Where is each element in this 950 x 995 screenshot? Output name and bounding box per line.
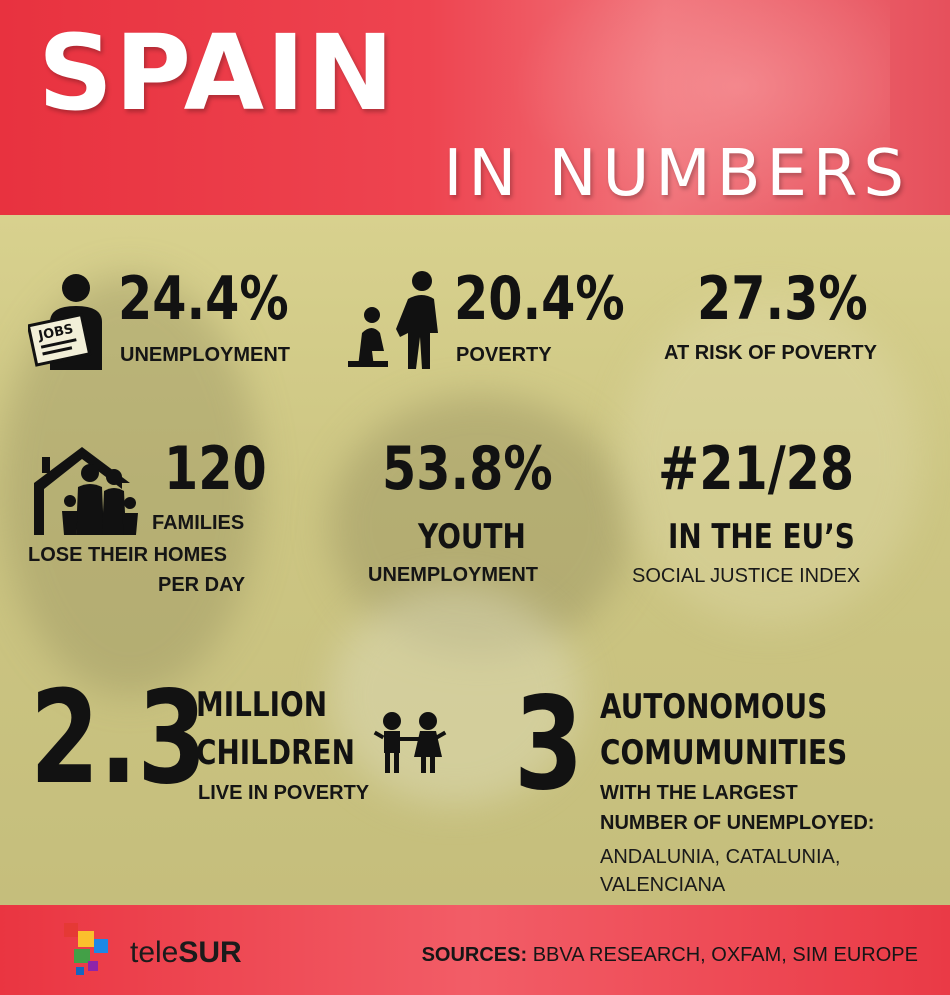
brand-name-light: tele <box>130 936 179 969</box>
youth-value: 53.8% <box>382 434 553 504</box>
title-sub: IN NUMBERS <box>443 137 910 211</box>
jobs-sign-person-icon: JOBS <box>28 274 102 370</box>
telesur-logo-icon <box>64 923 108 975</box>
youth-label: YOUTH <box>418 517 526 557</box>
unemployment-label: UNEMPLOYMENT <box>120 344 290 366</box>
communities-label-communities: COMUMUNITIES <box>600 733 848 773</box>
communities-label-regions1: ANDALUNIA, CATALUNIA, <box>600 846 841 868</box>
homes-label-per-day: PER DAY <box>158 574 246 596</box>
homes-label-lose: LOSE THEIR HOMES <box>28 544 227 566</box>
children-label-poverty: LIVE IN POVERTY <box>198 782 370 804</box>
poverty-value: 20.4% <box>454 264 625 334</box>
brand-name-bold: SUR <box>178 936 242 969</box>
poverty-label: POVERTY <box>456 344 552 366</box>
house-family-icon <box>34 447 138 535</box>
justice-label-index: SOCIAL JUSTICE INDEX <box>632 565 861 587</box>
communities-label-autonomous: AUTONOMOUS <box>600 687 828 727</box>
children-icon <box>373 712 447 773</box>
risk-label: AT RISK OF POVERTY <box>664 342 877 364</box>
background-photo-area <box>330 585 580 805</box>
communities-label-largest: WITH THE LARGEST <box>600 782 798 804</box>
header-banner: SPAIN IN NUMBERS <box>0 0 950 215</box>
unemployment-value: 24.4% <box>118 264 289 334</box>
justice-value: #21/28 <box>658 434 855 504</box>
background-photo-area <box>330 395 630 655</box>
stats-panel: JOBS 24.4% UNEMPLOYMENT 20.4% POVERTY 27… <box>0 215 950 905</box>
communities-label-number: NUMBER OF UNEMPLOYED: <box>600 812 875 834</box>
justice-label-eu: IN THE EU’S <box>668 517 855 557</box>
poverty-people-icon <box>348 271 438 369</box>
sources-label: SOURCES: <box>421 944 528 966</box>
brand-name: teleSUR <box>130 935 242 971</box>
homes-value: 120 <box>164 434 267 504</box>
background-photo-area <box>620 295 920 625</box>
sources-text: SOURCES: BBVA RESEARCH, OXFAM, SIM EUROP… <box>422 943 918 967</box>
children-value: 2.3 <box>30 664 207 813</box>
header-background-photo <box>510 0 890 215</box>
risk-value: 27.3% <box>697 264 868 334</box>
communities-label-regions2: VALENCIANA <box>600 874 726 896</box>
title-main: SPAIN <box>38 12 396 134</box>
communities-value: 3 <box>514 670 584 819</box>
homes-label-families: FAMILIES <box>152 512 245 534</box>
sources-list: BBVA RESEARCH, OXFAM, SIM EUROPE <box>527 944 918 966</box>
footer-bar: teleSUR SOURCES: BBVA RESEARCH, OXFAM, S… <box>0 905 950 995</box>
svg-text:JOBS: JOBS <box>36 322 75 344</box>
youth-label-unemployment: UNEMPLOYMENT <box>368 564 538 586</box>
children-label-children: CHILDREN <box>196 733 355 773</box>
children-label-million: MILLION <box>196 685 328 725</box>
